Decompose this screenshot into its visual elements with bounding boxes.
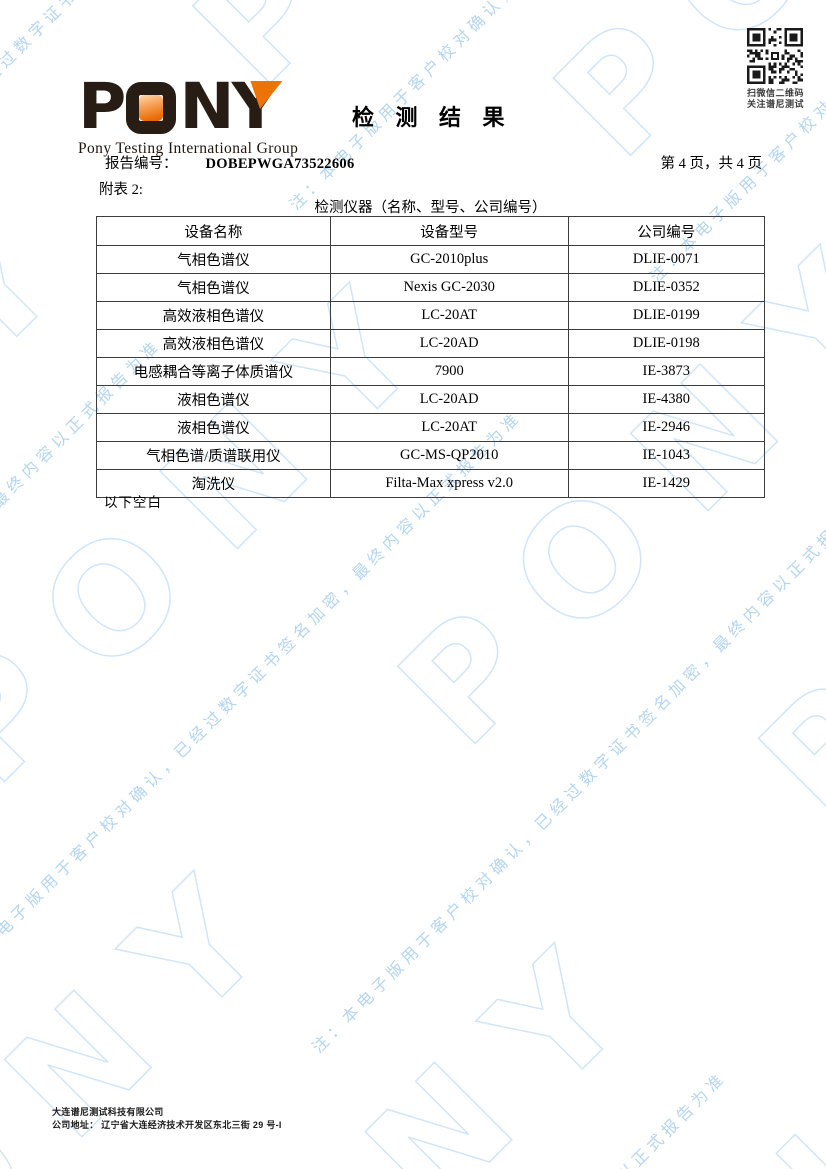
logo-letter-y: Y bbox=[232, 75, 283, 138]
table-cell: IE-3873 bbox=[567, 357, 766, 386]
column-header-device-model: 设备型号 bbox=[329, 216, 569, 246]
table-cell: 气相色谱仪 bbox=[96, 273, 331, 302]
table-cell: 电感耦合等离子体质谱仪 bbox=[96, 357, 331, 386]
logo-letter: P bbox=[78, 69, 126, 144]
table-cell: GC-2010plus bbox=[329, 245, 569, 274]
table-cell: GC-MS-QP2010 bbox=[329, 441, 569, 470]
table-title: 检测仪器（名称、型号、公司编号） bbox=[314, 200, 547, 216]
qr-code bbox=[747, 28, 811, 84]
table-cell: IE-2946 bbox=[567, 413, 766, 442]
table-cell: IE-1429 bbox=[567, 469, 766, 498]
table-row: 液相色谱仪 LC-20AT IE-2946 bbox=[96, 413, 766, 442]
logo-letter-o bbox=[126, 82, 177, 134]
table-row: 气相色谱仪 GC-2010plus DLIE-0071 bbox=[96, 245, 766, 274]
table-cell: LC-20AT bbox=[329, 413, 569, 442]
footer-company: 大连谱尼测试科技有限公司 bbox=[52, 1107, 164, 1117]
logo-subtitle: Pony Testing International Group bbox=[78, 140, 299, 157]
logo-letter: N bbox=[179, 69, 234, 144]
page-title: 检 测 结 果 bbox=[352, 105, 512, 130]
below-blank-note: 以下空白 bbox=[104, 495, 162, 510]
table-cell: 高效液相色谱仪 bbox=[96, 329, 331, 358]
table-cell: 液相色谱仪 bbox=[96, 385, 331, 414]
table-row: 淘洗仪 Filta-Max xpress v2.0 IE-1429 bbox=[96, 469, 766, 498]
table-cell: 气相色谱/质谱联用仪 bbox=[96, 441, 331, 470]
table-cell: IE-1043 bbox=[567, 441, 766, 470]
column-header-device-name: 设备名称 bbox=[96, 216, 331, 246]
table-cell: 7900 bbox=[329, 357, 569, 386]
report-info-row: 报告编号： DOBEPWGA73522606 第 4 页，共 4 页 bbox=[105, 152, 762, 173]
table-cell: 高效液相色谱仪 bbox=[96, 301, 331, 330]
qr-caption-line1: 扫微信二维码 bbox=[747, 88, 805, 98]
table-row: 电感耦合等离子体质谱仪 7900 IE-3873 bbox=[96, 357, 766, 386]
column-header-company-number: 公司编号 bbox=[567, 216, 766, 246]
table-cell: LC-20AD bbox=[329, 385, 569, 414]
logo-orange-square bbox=[139, 95, 164, 121]
qr-caption: 扫微信二维码 关注谱尼测试 bbox=[747, 88, 811, 110]
table-cell: 气相色谱仪 bbox=[96, 245, 331, 274]
table-row: 高效液相色谱仪 LC-20AT DLIE-0199 bbox=[96, 301, 766, 330]
report-no-value: DOBEPWGA73522606 bbox=[205, 156, 355, 172]
page-number: 第 4 页，共 4 页 bbox=[660, 156, 763, 172]
table-cell: DLIE-0071 bbox=[567, 245, 766, 274]
table-cell: LC-20AD bbox=[329, 329, 569, 358]
table-row: 气相色谱/质谱联用仪 GC-MS-QP2010 IE-1043 bbox=[96, 441, 766, 470]
table-cell: DLIE-0199 bbox=[567, 301, 766, 330]
table-cell: LC-20AT bbox=[329, 301, 569, 330]
table-cell: Filta-Max xpress v2.0 bbox=[329, 469, 569, 498]
table-cell: Nexis GC-2030 bbox=[329, 273, 569, 302]
footer-address: 公司地址： 辽宁省大连经济技术开发区东北三街 29 号-I bbox=[52, 1120, 282, 1130]
qr-block: 扫微信二维码 关注谱尼测试 bbox=[747, 28, 811, 110]
appendix-label: 附表 2: bbox=[99, 182, 143, 198]
table-row: 高效液相色谱仪 LC-20AD DLIE-0198 bbox=[96, 329, 766, 358]
table-row: 液相色谱仪 LC-20AD IE-4380 bbox=[96, 385, 766, 414]
table-cell: 淘洗仪 bbox=[96, 469, 331, 498]
table-cell: 液相色谱仪 bbox=[96, 413, 331, 442]
table-row: 气相色谱仪 Nexis GC-2030 DLIE-0352 bbox=[96, 273, 766, 302]
instrument-table-body: 气相色谱仪 GC-2010plus DLIE-0071 气相色谱仪 Nexis GC-2… bbox=[96, 245, 766, 498]
table-cell: IE-4380 bbox=[567, 385, 766, 414]
table-cell: DLIE-0352 bbox=[567, 273, 766, 302]
page-footer: 大连谱尼测试科技有限公司 公司地址： 辽宁省大连经济技术开发区东北三街 29 号… bbox=[52, 1106, 282, 1132]
qr-caption-line2: 关注谱尼测试 bbox=[747, 99, 805, 109]
instrument-table: 设备名称 设备型号 公司编号 气相色谱仪 GC-2010plus DLIE-0071… bbox=[96, 216, 766, 498]
table-cell: DLIE-0198 bbox=[567, 329, 766, 358]
table-header-row: 设备名称 设备型号 公司编号 bbox=[96, 216, 766, 246]
report-no-label: 报告编号： bbox=[105, 156, 178, 172]
